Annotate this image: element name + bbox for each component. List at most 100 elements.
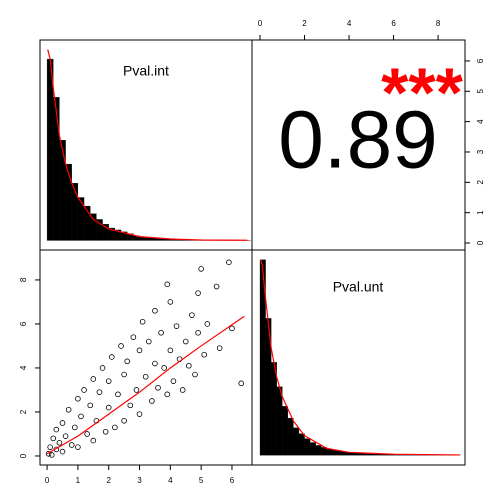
scatter-point: [158, 329, 164, 336]
scatter-point: [127, 402, 134, 409]
scatter-point: [164, 391, 171, 398]
correlation-value: 0.89: [278, 95, 438, 186]
scatter-point: [68, 442, 75, 448]
histogram-bar: [315, 445, 322, 456]
density-line: [259, 259, 461, 456]
histogram-bar: [276, 386, 283, 456]
scatter-point: [149, 398, 155, 404]
scatter-point: [164, 281, 171, 288]
scatter-point: [167, 347, 174, 354]
histogram-bar: [282, 406, 288, 456]
histogram-bar: [309, 442, 316, 456]
scatter-point: [96, 389, 103, 395]
y-tick-label: 0: [19, 453, 28, 458]
scatter-point: [65, 406, 72, 413]
y-tick-label: 0: [476, 240, 485, 245]
histogram-bar: [287, 417, 294, 456]
scatter-point: [108, 354, 115, 360]
x-tick-label: 0: [45, 476, 50, 485]
scatter-point: [84, 431, 90, 437]
x-tick-label: 3: [137, 476, 142, 485]
scatter-point: [195, 329, 201, 336]
scatter-point: [145, 338, 152, 345]
y-tick-label: 2: [19, 409, 28, 414]
x-tick-label: 2: [106, 476, 111, 485]
histogram-bar: [59, 140, 66, 241]
histogram-bar: [337, 451, 344, 456]
histogram-bar: [354, 453, 361, 456]
scatter-point: [195, 290, 201, 296]
x-tick-label: 2: [302, 19, 307, 28]
scatter-point: [45, 450, 52, 457]
scatter-point: [59, 448, 66, 455]
scatter-point: [124, 358, 131, 365]
y-tick-label: 4: [19, 365, 28, 370]
scatter-point: [192, 371, 198, 378]
scatter-point: [72, 424, 78, 431]
scatter-point: [152, 360, 158, 367]
variable-label: Pval.int: [123, 63, 169, 79]
scatter-point: [167, 299, 174, 305]
variable-label: Pval.unt: [333, 279, 384, 295]
scatter-point: [161, 365, 167, 371]
scatter-point: [50, 435, 57, 442]
histogram-bar: [332, 450, 339, 456]
significance-stars: ***: [381, 53, 463, 131]
scatter-point: [105, 378, 112, 384]
x-tick-label: 4: [168, 476, 173, 485]
scatter-point: [136, 347, 143, 354]
histogram-bar: [298, 433, 305, 456]
scatter-point: [90, 376, 97, 382]
scatter-point: [90, 437, 97, 444]
scatter-point: [198, 266, 204, 272]
scatter-point: [48, 452, 55, 458]
histogram-bar: [376, 454, 383, 456]
scatter-point: [78, 413, 84, 420]
histogram-bar: [348, 452, 355, 456]
scatter-point: [56, 439, 63, 446]
x-tick-label: 4: [347, 19, 352, 28]
scatter-point: [139, 318, 146, 325]
scatter-point: [75, 395, 81, 402]
panel-frame: [251, 249, 466, 466]
histogram-bar: [365, 453, 372, 456]
scatter-point: [213, 283, 220, 290]
y-tick-label: 1: [476, 210, 485, 215]
x-tick-label: 0: [258, 19, 263, 28]
y-tick-label: 6: [19, 321, 28, 326]
scatter-point: [121, 371, 127, 378]
scatter-point: [216, 345, 223, 351]
scatter-point: [81, 387, 87, 393]
scatter-point: [152, 307, 158, 314]
y-tick-label: 5: [476, 89, 485, 94]
scatter-point: [133, 387, 140, 393]
scatter-point: [204, 321, 211, 327]
scatter-point: [170, 378, 177, 384]
scatter-point: [186, 362, 192, 369]
scatter-point: [112, 424, 118, 431]
histogram-bar: [304, 438, 311, 456]
y-tick-label: 4: [476, 119, 485, 124]
scatter-point: [102, 428, 109, 435]
scatter-point: [201, 351, 208, 358]
scatter-point: [87, 402, 94, 409]
scatter-point: [75, 444, 81, 450]
scatter-point: [226, 259, 232, 266]
histogram-bar: [53, 97, 60, 241]
scatter-point: [155, 384, 161, 391]
density-line: [47, 49, 248, 241]
scatter-point: [136, 411, 143, 417]
x-tick-label: 5: [199, 476, 204, 485]
scatter-point: [118, 343, 124, 349]
scatter-point: [53, 426, 60, 433]
scatter-point: [121, 417, 127, 424]
fit-line: [46, 315, 245, 455]
scatter-point: [182, 338, 189, 345]
scatter-point: [142, 373, 149, 380]
scatter-point: [238, 380, 245, 387]
scatter-point: [99, 365, 106, 371]
scatter-point: [59, 420, 66, 426]
scatter-point: [179, 387, 186, 393]
y-tick-label: 2: [476, 180, 485, 185]
